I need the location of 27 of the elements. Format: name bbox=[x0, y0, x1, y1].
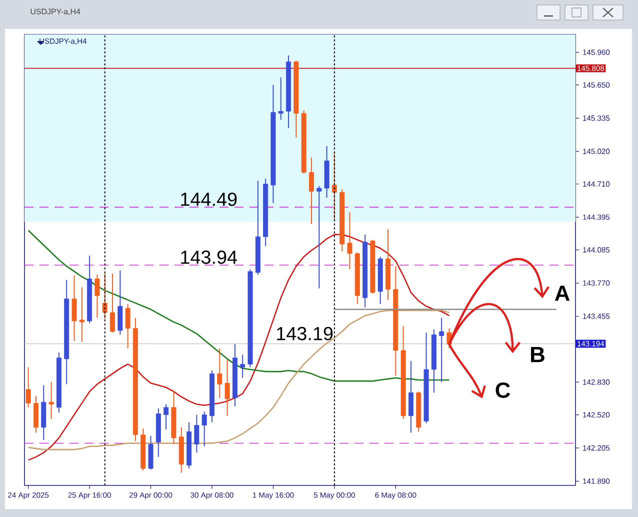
candlestick bbox=[79, 286, 84, 343]
ref-line-label: 143.94 bbox=[181, 250, 238, 264]
candlestick bbox=[224, 359, 230, 416]
ref-line-label: 144.49 bbox=[181, 192, 237, 206]
candlestick bbox=[316, 186, 322, 289]
candlestick bbox=[332, 152, 337, 222]
candlestick bbox=[308, 157, 314, 225]
candlestick bbox=[439, 317, 444, 383]
candlestick bbox=[72, 275, 77, 342]
candlestick bbox=[102, 273, 108, 320]
candlestick bbox=[217, 348, 222, 398]
candlestick bbox=[164, 404, 169, 430]
annotation: B bbox=[531, 347, 544, 362]
candlestick bbox=[278, 77, 284, 120]
candlestick bbox=[347, 212, 352, 270]
candlestick bbox=[110, 273, 115, 334]
candlestick bbox=[26, 366, 31, 408]
annotation: C bbox=[496, 382, 510, 398]
candlestick bbox=[94, 274, 100, 318]
candlestick bbox=[240, 354, 246, 378]
candlestick bbox=[408, 360, 414, 434]
candlestick bbox=[125, 304, 130, 349]
annotation: 143.19 bbox=[277, 326, 333, 340]
annotation: A bbox=[554, 286, 570, 301]
candlestick bbox=[194, 414, 200, 454]
candlestick bbox=[48, 382, 54, 420]
candlestick bbox=[202, 411, 207, 447]
